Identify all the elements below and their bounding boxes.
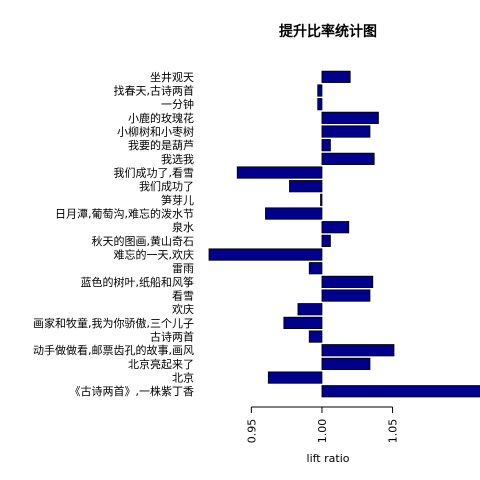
bar [322,235,330,246]
y-tick-label: 日月潭,葡萄沟,难忘的泼水节 [55,207,194,221]
chart-title: 提升比率统计图 [279,23,377,40]
x-tick-label: 0.95 [245,419,258,444]
y-tick-label: 雷雨 [172,262,194,275]
y-axis-labels: 坐井观天找春天,古诗两首一分钟小鹿的玫瑰花小柳树和小枣树我要的是葫芦我选我我们成… [33,70,194,398]
y-tick-label: 看雪 [172,289,194,303]
bar [322,222,349,233]
bar [289,180,321,191]
bar [309,263,322,274]
bar [322,139,330,150]
y-tick-label: 我选我 [161,153,194,166]
y-tick-label: 蓝色的树叶,纸船和风筝 [81,275,195,289]
bar [318,98,322,109]
y-tick-label: 我们成功了 [139,179,194,193]
bar [322,345,394,356]
y-tick-label: 欢庆 [172,302,194,316]
bar [209,249,322,260]
bar [265,208,321,219]
y-tick-label: 我要的是葫芦 [128,138,194,152]
y-tick-label: 北京亮起来了 [128,357,194,371]
y-tick-label: 北京 [172,371,194,385]
y-tick-label: 小柳树和小枣树 [117,125,194,139]
bar [237,167,322,178]
bar [322,290,370,301]
bar [322,153,374,164]
x-tick-label: 1.00 [316,419,329,444]
bar [322,276,373,287]
x-tick-label: 1.05 [387,419,400,444]
bar [268,372,322,383]
y-tick-label: 古诗两首 [150,330,194,344]
y-tick-label: 一分钟 [161,97,194,111]
y-tick-label: 笋芽儿 [161,193,194,207]
bar [322,112,378,123]
y-tick-label: 秋天的图画,黄山奇石 [92,234,195,248]
bar [322,386,480,397]
y-tick-label: 泉水 [172,220,194,234]
x-axis-label: lift ratio [307,452,350,465]
bar [322,71,350,82]
bar [298,304,322,315]
y-tick-label: 坐井观天 [150,70,194,84]
bar [322,126,370,137]
bar [318,85,322,96]
bar [284,317,322,328]
x-axis: 0.95 1.00 1.05 [245,407,399,443]
y-tick-label: 小鹿的玫瑰花 [128,111,194,125]
bar [322,358,370,369]
bar [321,194,322,205]
y-tick-label: 《古诗两首》,一株紫丁香 [70,384,195,398]
y-tick-label: 动手做做看,邮票齿孔的故事,画风 [33,343,194,357]
y-tick-label: 找春天,古诗两首 [114,84,195,98]
y-tick-label: 我们成功了,看雪 [114,166,195,180]
y-tick-label: 难忘的一天,欢庆 [114,248,195,262]
bars-group [209,71,480,397]
bar [309,331,322,342]
y-tick-label: 画家和牧童,我为你骄傲,三个儿子 [33,316,194,330]
